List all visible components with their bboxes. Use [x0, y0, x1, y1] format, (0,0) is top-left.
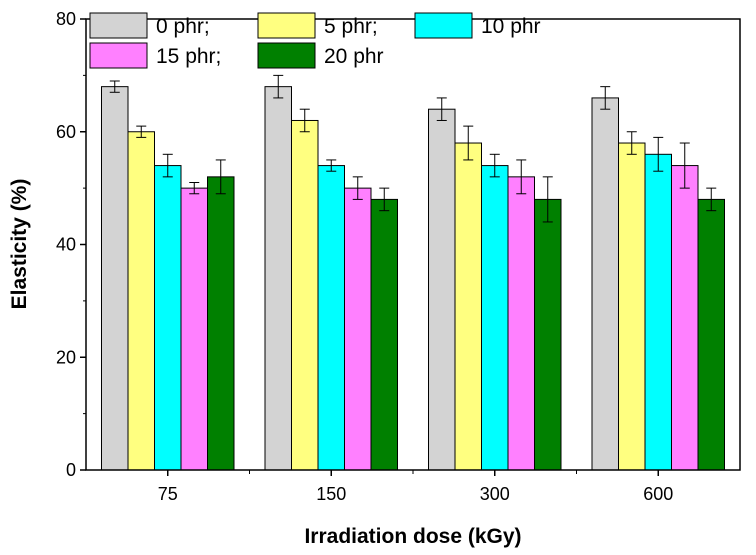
- x-tick-label: 150: [316, 484, 346, 504]
- legend-swatch: [89, 42, 148, 69]
- y-tick-label: 40: [56, 235, 76, 255]
- error-bar: [189, 181, 200, 195]
- error-bar: [326, 159, 337, 172]
- legend-label: 10 phr: [481, 15, 541, 38]
- error-bar: [215, 159, 226, 195]
- bar-15-phr-300: [507, 176, 535, 471]
- bar-5-phr-600: [618, 142, 646, 471]
- error-bar: [299, 108, 310, 133]
- legend-item: 15 phr;: [89, 42, 221, 69]
- error-bar: [109, 80, 120, 93]
- bar-20-phr-75: [207, 176, 235, 471]
- bar-20-phr-150: [370, 198, 398, 471]
- bar-15-phr-150: [344, 187, 372, 471]
- bar-0-phr-150: [264, 86, 292, 471]
- y-tick-label: 80: [56, 9, 76, 29]
- error-bar: [436, 97, 447, 121]
- legend-swatch: [414, 12, 473, 39]
- x-axis-ticks: 75 150 300 600: [158, 470, 673, 504]
- legend-item: 5 phr;: [257, 12, 378, 39]
- error-bar: [516, 159, 527, 195]
- error-bar: [679, 142, 690, 189]
- bar-5-phr-300: [454, 142, 482, 471]
- y-tick-label: 20: [56, 347, 76, 367]
- legend-item: 20 phr: [257, 42, 384, 69]
- legend-item: 10 phr: [414, 12, 541, 39]
- bar-20-phr-600: [697, 198, 725, 471]
- error-bar: [600, 86, 611, 110]
- x-axis-title: Irradiation dose (kGy): [304, 525, 521, 548]
- error-bar: [379, 187, 390, 212]
- y-axis-title: Elasticity (%): [8, 179, 31, 310]
- legend-swatch: [257, 42, 316, 69]
- legend: 0 phr; 5 phr; 10 phr 15 phr; 20 phr: [89, 12, 541, 69]
- x-tick-label: 600: [643, 484, 673, 504]
- bar-0-phr-300: [428, 108, 456, 471]
- bar-5-phr-150: [291, 119, 319, 471]
- bars-layer: [101, 86, 725, 471]
- legend-label: 15 phr;: [156, 45, 221, 68]
- bar-15-phr-75: [180, 187, 208, 471]
- error-bar: [489, 153, 500, 178]
- error-bar: [542, 176, 553, 223]
- bar-0-phr-600: [591, 97, 619, 471]
- error-bar: [626, 131, 637, 155]
- legend-label: 0 phr;: [156, 15, 210, 38]
- bar-0-phr-75: [101, 86, 129, 471]
- y-tick-label: 0: [66, 460, 76, 480]
- bar-10-phr-75: [154, 165, 182, 471]
- error-bar: [162, 153, 173, 178]
- error-bar: [273, 74, 284, 99]
- error-bar: [706, 187, 717, 212]
- legend-swatch: [257, 12, 316, 39]
- y-tick-label: 60: [56, 122, 76, 142]
- legend-label: 5 phr;: [324, 15, 378, 38]
- bar-10-phr-300: [481, 165, 509, 471]
- legend-label: 20 phr: [324, 45, 384, 68]
- error-bar: [352, 176, 363, 200]
- bar-10-phr-150: [317, 165, 345, 471]
- bar-20-phr-300: [534, 198, 562, 471]
- error-bar: [463, 125, 474, 161]
- legend-item: 0 phr;: [89, 12, 210, 39]
- x-tick-label: 300: [480, 484, 510, 504]
- error-bar: [653, 136, 664, 172]
- bar-15-phr-600: [671, 165, 699, 471]
- error-bars-layer: [109, 74, 717, 223]
- error-bar: [136, 125, 147, 138]
- bar-5-phr-75: [127, 131, 155, 471]
- y-axis-ticks: 0 20 40 60 80: [56, 9, 86, 480]
- x-tick-label: 75: [158, 484, 178, 504]
- bar-10-phr-600: [644, 153, 672, 471]
- legend-swatch: [89, 12, 148, 39]
